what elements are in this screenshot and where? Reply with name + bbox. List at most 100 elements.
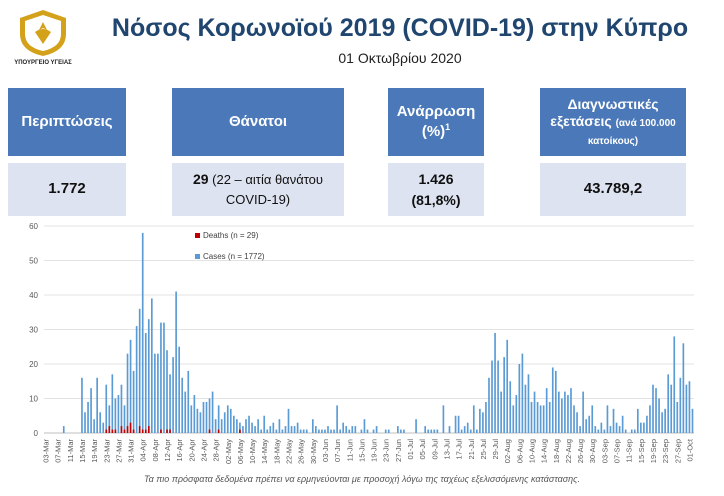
x-tick-label: 15-Mar <box>78 439 87 463</box>
case-bar <box>199 412 202 433</box>
x-tick-label: 14-May <box>260 439 269 464</box>
x-tick-label: 16-Apr <box>175 439 184 462</box>
case-bar <box>284 426 287 433</box>
case-bar <box>299 429 302 433</box>
x-tick-label: 26-May <box>297 439 306 464</box>
legend-label: Cases (n = 1772) <box>203 252 265 261</box>
cases-header: Περιπτώσεις <box>8 88 126 156</box>
case-bar <box>488 377 490 433</box>
case-bar <box>454 415 457 433</box>
case-bar <box>138 308 141 433</box>
x-tick-label: 09-Jul <box>430 439 439 460</box>
case-bar <box>266 429 269 433</box>
x-tick-label: 19-Jun <box>370 439 379 462</box>
case-bar <box>545 388 548 433</box>
death-bar <box>120 426 123 433</box>
case-bar <box>184 391 187 433</box>
case-bar <box>135 326 138 433</box>
death-bar <box>132 429 135 433</box>
case-bar <box>588 415 591 433</box>
case-bar <box>105 384 108 433</box>
case-bar <box>318 429 320 433</box>
case-bar <box>515 395 518 433</box>
case-bar <box>640 422 642 433</box>
case-bar <box>330 429 332 433</box>
case-bar <box>582 391 584 433</box>
case-bar <box>290 426 293 433</box>
y-tick-label: 60 <box>29 222 38 231</box>
case-bar <box>600 422 603 433</box>
case-bar <box>211 391 214 433</box>
death-bar <box>141 429 144 433</box>
case-bar <box>564 391 566 433</box>
case-bar <box>558 391 560 433</box>
death-bar <box>129 422 132 433</box>
case-bar <box>141 232 144 433</box>
case-bar <box>302 429 305 433</box>
x-tick-label: 07-Mar <box>54 439 63 463</box>
legend-swatch <box>195 233 200 238</box>
death-bar <box>138 426 141 433</box>
x-tick-label: 23-Mar <box>102 439 111 463</box>
case-bar <box>646 415 648 433</box>
case-bar <box>479 408 481 433</box>
death-bar <box>114 429 117 433</box>
case-bar <box>175 291 177 433</box>
tests-value: 43.789,2 <box>583 180 643 198</box>
case-bar <box>172 357 174 433</box>
case-bar <box>448 426 451 433</box>
case-bar <box>494 332 496 433</box>
case-bar <box>649 405 651 433</box>
case-bar <box>99 412 102 433</box>
ministry-name: ΥΠΟΥΡΓΕΙΟ ΥΓΕΙΑΣ <box>14 60 72 66</box>
case-bar <box>120 384 123 433</box>
legend-label: Deaths (n = 29) <box>203 231 259 240</box>
case-bar <box>579 426 581 433</box>
case-bar <box>102 422 105 433</box>
x-tick-label: 18-Aug <box>552 439 561 463</box>
y-tick-label: 0 <box>34 429 39 438</box>
case-bar <box>542 405 545 433</box>
case-bar <box>263 415 266 433</box>
x-tick-label: 14-Aug <box>540 439 549 463</box>
case-bar <box>84 412 86 433</box>
case-bar <box>539 405 542 433</box>
case-bar <box>257 419 259 433</box>
case-bar <box>403 429 405 433</box>
deaths-value-box: 29 (22 – αιτία θανάτου COVID-19) <box>172 163 344 216</box>
case-bar <box>497 360 499 433</box>
case-bar <box>573 405 575 433</box>
x-tick-label: 10-May <box>248 439 257 464</box>
case-bar <box>202 401 205 433</box>
case-bar <box>387 429 390 433</box>
case-bar <box>333 429 335 433</box>
case-bar <box>509 381 512 433</box>
case-bar <box>166 350 168 433</box>
case-bar <box>147 319 150 433</box>
case-bar <box>633 429 636 433</box>
case-bar <box>217 405 220 433</box>
case-bar <box>472 405 475 433</box>
case-bar <box>475 429 478 433</box>
case-bar <box>500 391 502 433</box>
case-bar <box>93 419 95 433</box>
case-bar <box>132 370 135 433</box>
case-bar <box>336 405 338 433</box>
case-bar <box>233 415 235 433</box>
case-bar <box>239 422 241 433</box>
case-bar <box>664 408 666 433</box>
case-bar <box>576 412 578 433</box>
x-tick-label: 04-Apr <box>139 439 148 462</box>
x-tick-label: 30-Aug <box>588 439 597 463</box>
x-tick-label: 15-Sep <box>637 439 646 463</box>
case-bar <box>363 419 366 433</box>
case-bar <box>548 401 551 433</box>
case-bar <box>278 419 281 433</box>
case-bar <box>163 322 165 433</box>
recovery-value: 1.426 <box>418 170 454 187</box>
recovery-label: Ανάρρωση <box>396 102 476 120</box>
death-bar <box>126 426 129 433</box>
x-tick-label: 02-Aug <box>503 439 512 463</box>
case-bar <box>111 374 114 433</box>
